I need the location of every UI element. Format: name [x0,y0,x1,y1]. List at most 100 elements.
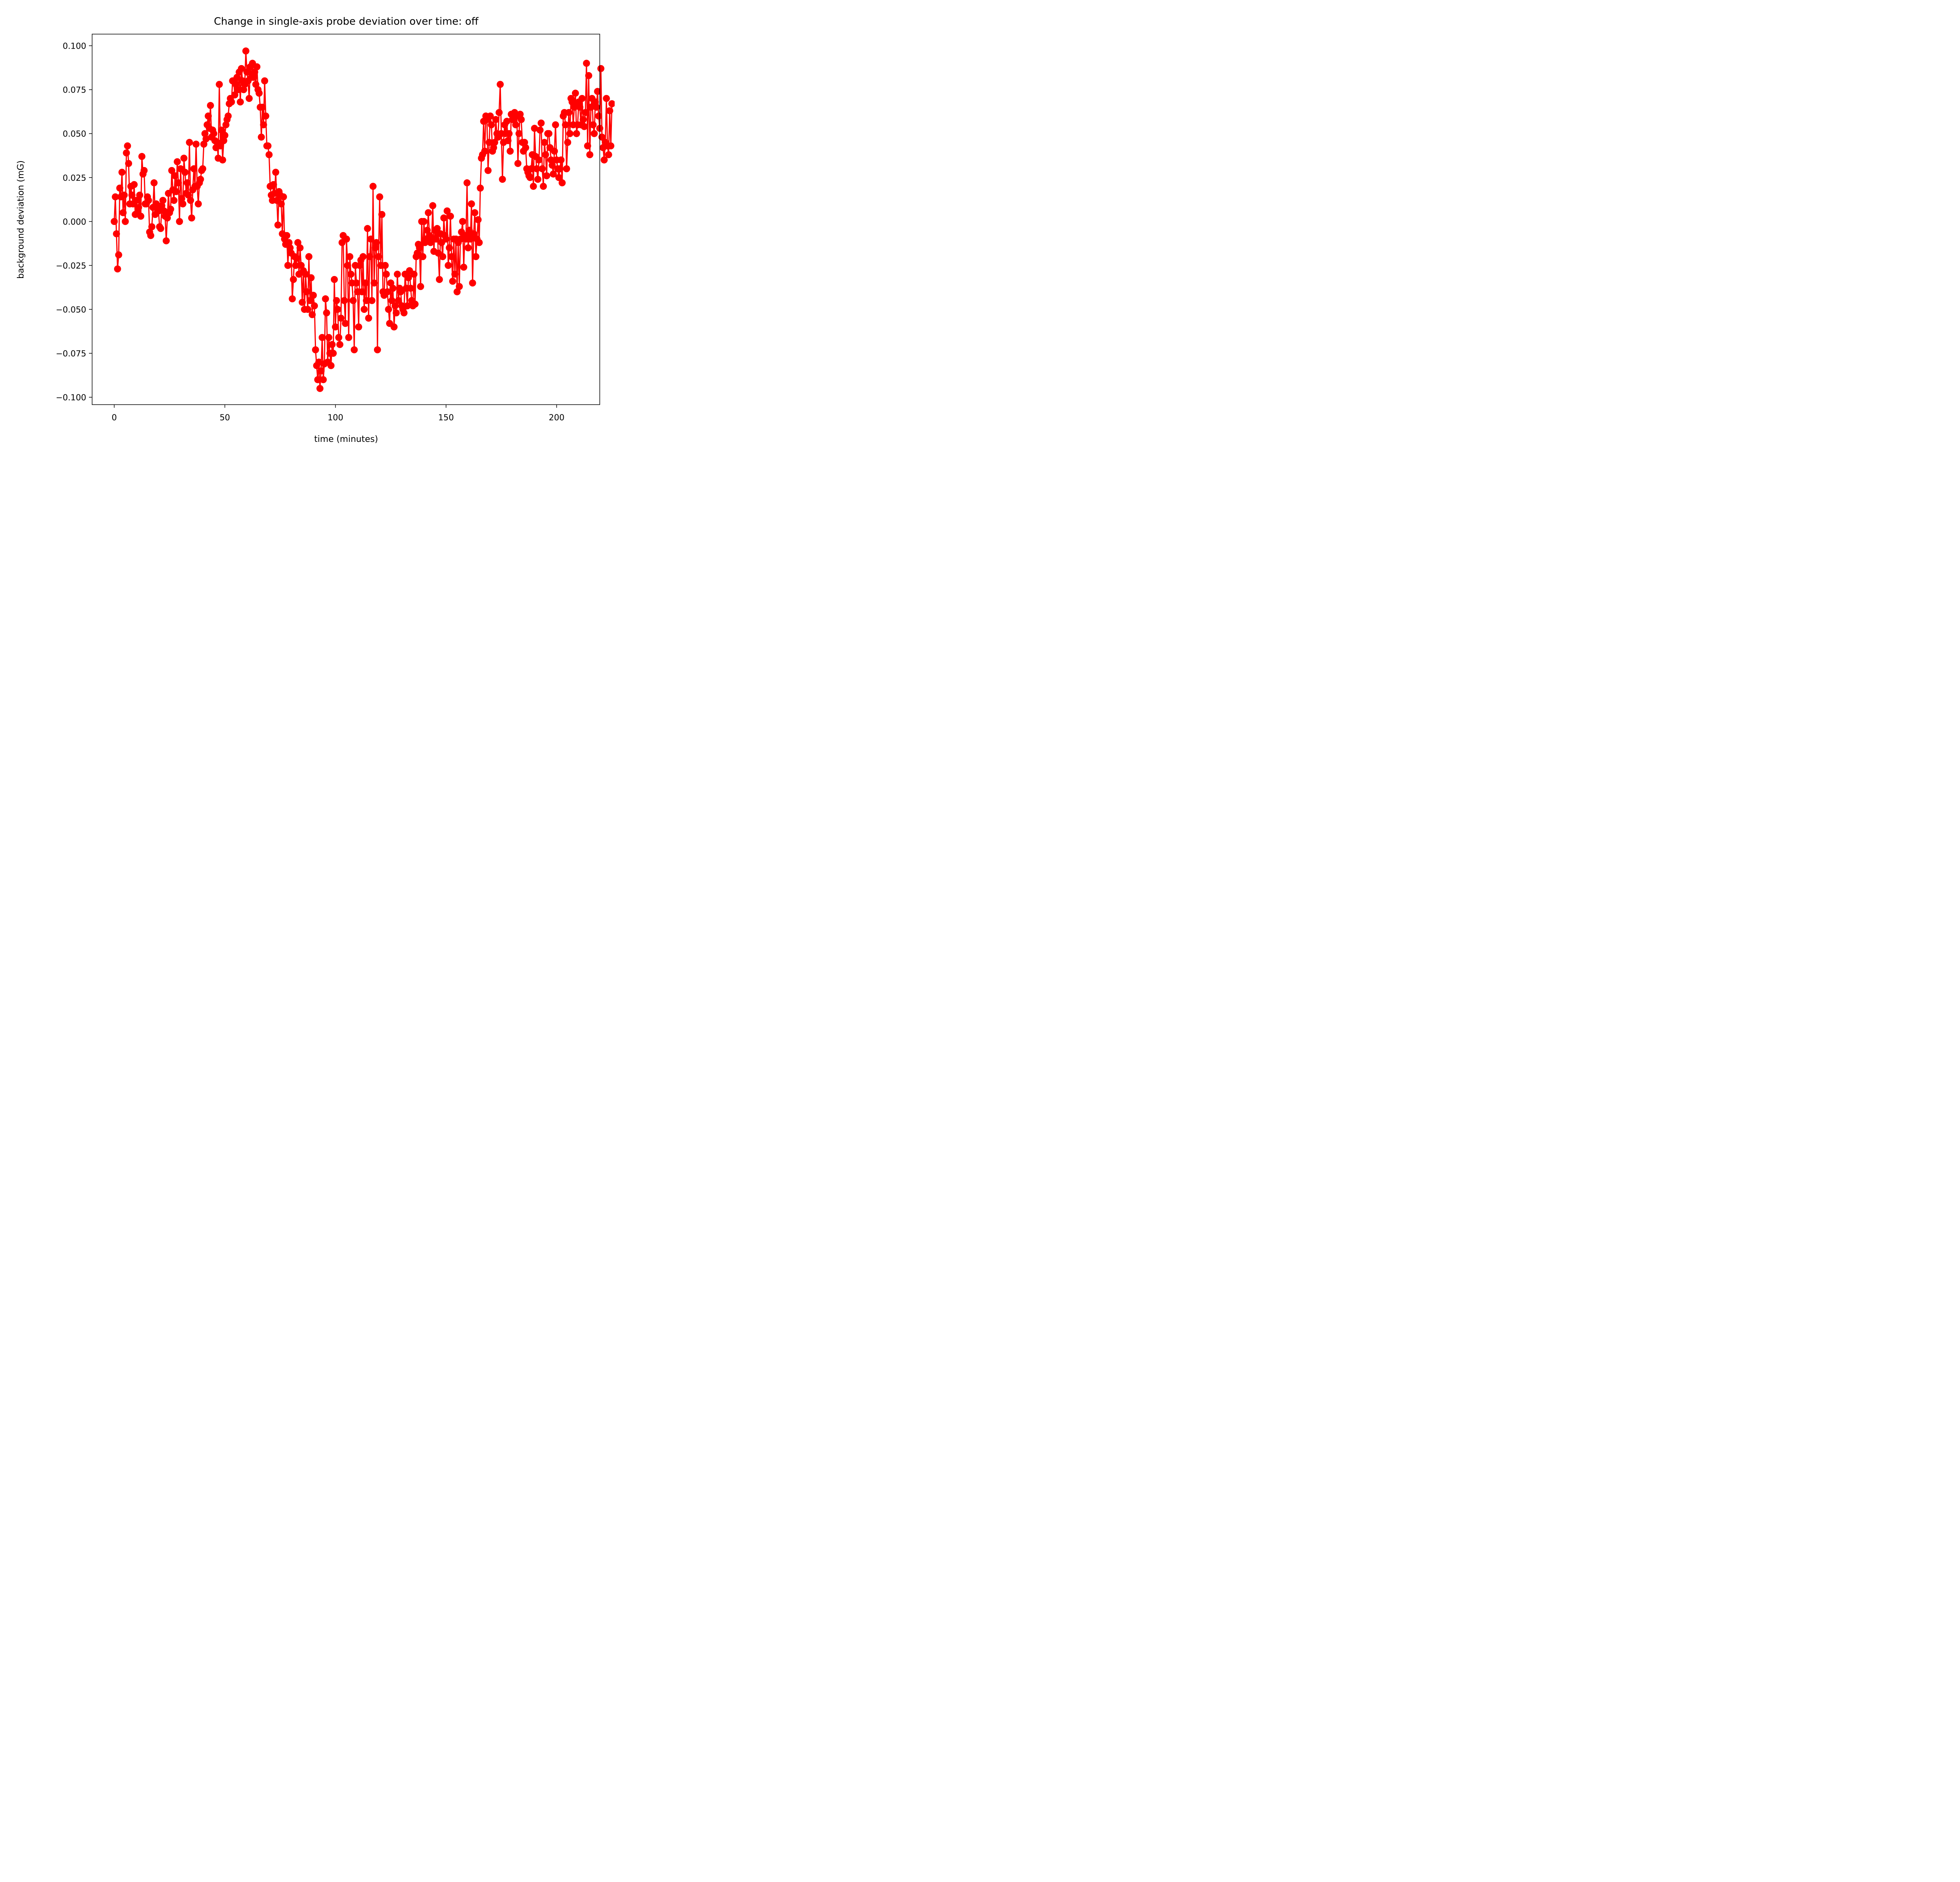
data-point [356,262,363,269]
data-point [531,125,538,132]
data-point [188,214,195,222]
data-point [587,104,595,111]
data-point [350,346,358,354]
x-tick-label: 200 [549,413,564,422]
x-tick-label: 0 [112,413,117,422]
data-point [367,235,374,243]
data-point [232,81,240,88]
data-point [265,151,273,158]
data-point [472,253,480,260]
data-point [216,81,223,88]
data-point [405,274,412,282]
data-point [349,297,357,304]
data-point [540,183,547,190]
data-point [389,285,397,292]
data-point [578,95,586,102]
data-point [557,156,565,163]
data-point [332,323,339,331]
data-point [407,285,414,292]
data-point [180,154,188,162]
data-point [262,112,269,120]
line-chart: Change in single-axis probe deviation ov… [0,0,615,461]
data-point [594,88,601,95]
data-point [537,119,545,127]
data-point [419,253,426,260]
data-point [539,165,546,173]
data-point [425,209,432,216]
y-tick-label: 0.025 [63,173,86,183]
data-point [335,334,343,341]
data-point [225,112,232,120]
y-tick-label: −0.050 [56,305,86,314]
data-point [545,130,553,137]
data-point [181,169,189,176]
data-point [515,130,523,137]
data-point [304,306,312,313]
data-point [579,116,587,123]
data-point [210,130,218,137]
data-point [481,147,488,155]
data-point [303,288,310,296]
data-point [160,207,168,214]
data-point [432,235,440,243]
data-point [375,253,382,260]
data-point [378,211,386,218]
data-point [231,91,238,99]
y-tick-label: 0.100 [63,42,86,51]
data-point [252,81,260,88]
data-point [395,297,402,304]
data-point [436,276,443,283]
data-point [145,197,152,204]
data-point [512,121,519,129]
chart-title: Change in single-axis probe deviation ov… [214,16,479,27]
data-point [283,232,290,239]
data-point [503,118,511,125]
data-point [228,98,235,106]
data-point [280,193,287,201]
data-point [517,116,525,123]
data-point [485,167,492,174]
data-point [548,162,556,169]
data-point [168,167,176,174]
data-point [592,98,599,106]
data-point [345,334,352,341]
x-tick-label: 150 [438,413,454,422]
data-point [463,179,471,187]
data-point [163,237,170,245]
data-point [434,225,441,232]
data-point [595,112,603,120]
data-point [330,350,337,357]
data-point [449,278,456,285]
data-point [445,262,452,269]
data-point [274,221,281,229]
data-point [289,295,296,303]
data-point [120,209,127,216]
data-point [316,385,324,392]
data-point [361,306,368,313]
data-point [443,207,451,214]
data-point [572,89,579,97]
data-point [590,121,597,129]
data-point [176,218,183,225]
data-point [585,72,592,79]
data-point [526,174,534,181]
data-point [497,81,504,88]
data-point [466,235,474,243]
data-point [550,170,557,178]
data-point [486,112,494,120]
data-point [505,130,513,137]
data-point [292,262,299,269]
data-point [264,142,272,150]
data-point [175,179,182,187]
data-point [381,262,389,269]
data-point [111,218,118,225]
plot-area [111,47,615,392]
data-point [605,151,612,158]
data-point [287,244,294,252]
data-point [530,183,537,190]
data-point [294,239,301,246]
data-point [299,299,306,306]
data-point [250,74,257,81]
data-point [514,160,522,167]
data-point [384,288,391,296]
